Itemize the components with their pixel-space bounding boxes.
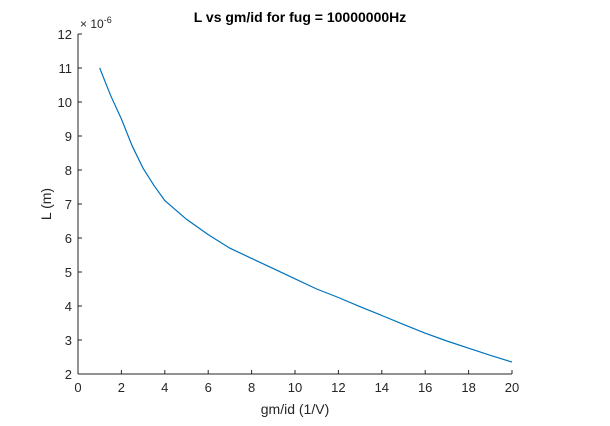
y-exponent-base: × 10 [80,17,104,31]
y-tick-label: 7 [65,197,72,212]
x-ticks: 0 2 4 6 8 10 12 14 16 18 20 [74,370,519,395]
x-tick-label: 6 [205,380,212,395]
chart-title: L vs gm/id for fug = 10000000Hz [194,9,407,25]
y-tick-label: 3 [65,333,72,348]
y-exponent: × 10-6 [80,15,112,31]
x-tick-label: 14 [375,380,389,395]
y-tick-label: 12 [58,27,72,42]
y-tick-label: 6 [65,231,72,246]
y-tick-label: 11 [59,61,73,76]
x-tick-label: 18 [461,380,475,395]
y-ticks: 2 3 4 5 6 7 8 9 10 11 12 [58,27,82,382]
x-tick-label: 20 [505,380,519,395]
x-tick-label: 0 [74,380,81,395]
y-tick-label: 4 [65,299,72,314]
y-tick-label: 10 [58,95,72,110]
x-axis-label: gm/id (1/V) [261,401,329,417]
x-tick-label: 16 [418,380,432,395]
y-tick-label: 5 [65,265,72,280]
svg-text:× 10-6: × 10-6 [80,15,112,31]
y-tick-label: 8 [65,163,72,178]
y-exponent-power: -6 [104,15,112,25]
axes [77,34,512,375]
x-tick-label: 12 [331,380,345,395]
y-axis-label: L (m) [38,188,54,220]
data-line [99,67,513,363]
y-tick-label: 2 [65,367,72,382]
x-tick-label: 4 [161,380,168,395]
x-tick-label: 8 [248,380,255,395]
y-tick-label: 9 [65,129,72,144]
x-tick-label: 10 [288,380,302,395]
x-tick-label: 2 [118,380,125,395]
